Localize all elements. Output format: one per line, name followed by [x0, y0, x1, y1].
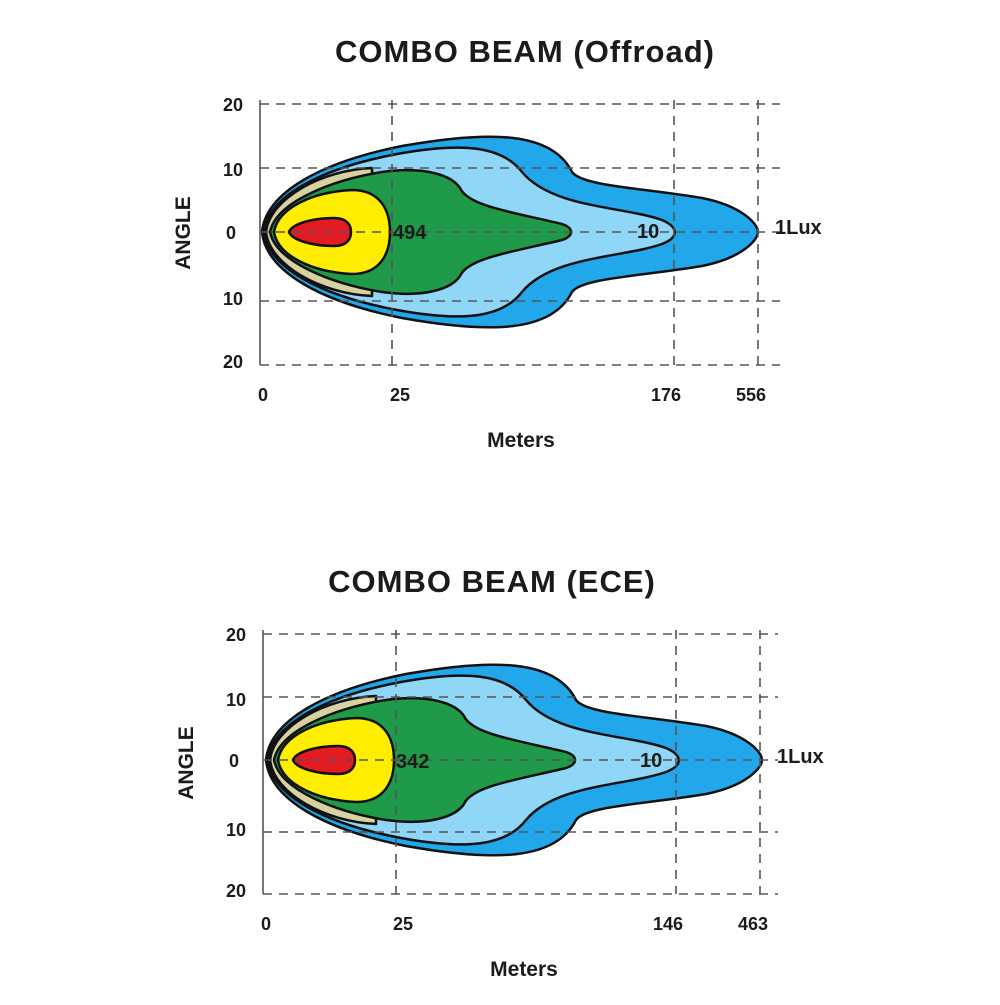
- y-tick-label: 20: [223, 95, 243, 115]
- x-tick-labels: 0 25 146 463: [261, 914, 768, 934]
- y-tick-label: 0: [229, 751, 239, 771]
- chart-offroad: COMBO BEAM (Offroad) 20 10 0 10 20: [172, 34, 822, 452]
- y-tick-labels: 20 10 0 10 20: [223, 95, 243, 372]
- edge-lux-label: 1Lux: [775, 217, 822, 239]
- y-tick-label: 20: [226, 625, 246, 645]
- x-tick-label: 25: [390, 385, 410, 405]
- y-tick-label: 0: [226, 223, 236, 243]
- chart-title: COMBO BEAM (ECE): [328, 564, 656, 599]
- x-tick-label: 0: [258, 385, 268, 405]
- mid-value-label: 10: [640, 750, 662, 772]
- y-tick-labels: 20 10 0 10 20: [226, 625, 246, 901]
- x-axis-label: Meters: [487, 429, 555, 452]
- mid-value-label: 10: [637, 221, 659, 243]
- gridlines: [260, 100, 780, 365]
- x-tick-labels: 0 25 176 556: [258, 385, 766, 405]
- x-axis-label: Meters: [490, 958, 558, 981]
- y-tick-label: 10: [223, 289, 243, 309]
- x-tick-label: 25: [393, 914, 413, 934]
- y-tick-label: 20: [223, 352, 243, 372]
- chart-ece: COMBO BEAM (ECE) 20 10 0 10 20: [175, 564, 824, 981]
- x-tick-label: 556: [736, 385, 766, 405]
- chart-title: COMBO BEAM (Offroad): [335, 34, 715, 69]
- x-tick-label: 463: [738, 914, 768, 934]
- edge-lux-label: 1Lux: [777, 746, 824, 768]
- y-tick-label: 10: [226, 690, 246, 710]
- y-axis-label: ANGLE: [172, 196, 195, 270]
- peak-value-label: 494: [393, 222, 427, 244]
- y-tick-label: 10: [226, 820, 246, 840]
- x-tick-label: 176: [651, 385, 681, 405]
- y-axis-label: ANGLE: [175, 726, 198, 800]
- x-tick-label: 0: [261, 914, 271, 934]
- x-tick-label: 146: [653, 914, 683, 934]
- y-tick-label: 20: [226, 881, 246, 901]
- gridlines: [263, 630, 778, 894]
- y-tick-label: 10: [223, 160, 243, 180]
- peak-value-label: 342: [396, 751, 429, 773]
